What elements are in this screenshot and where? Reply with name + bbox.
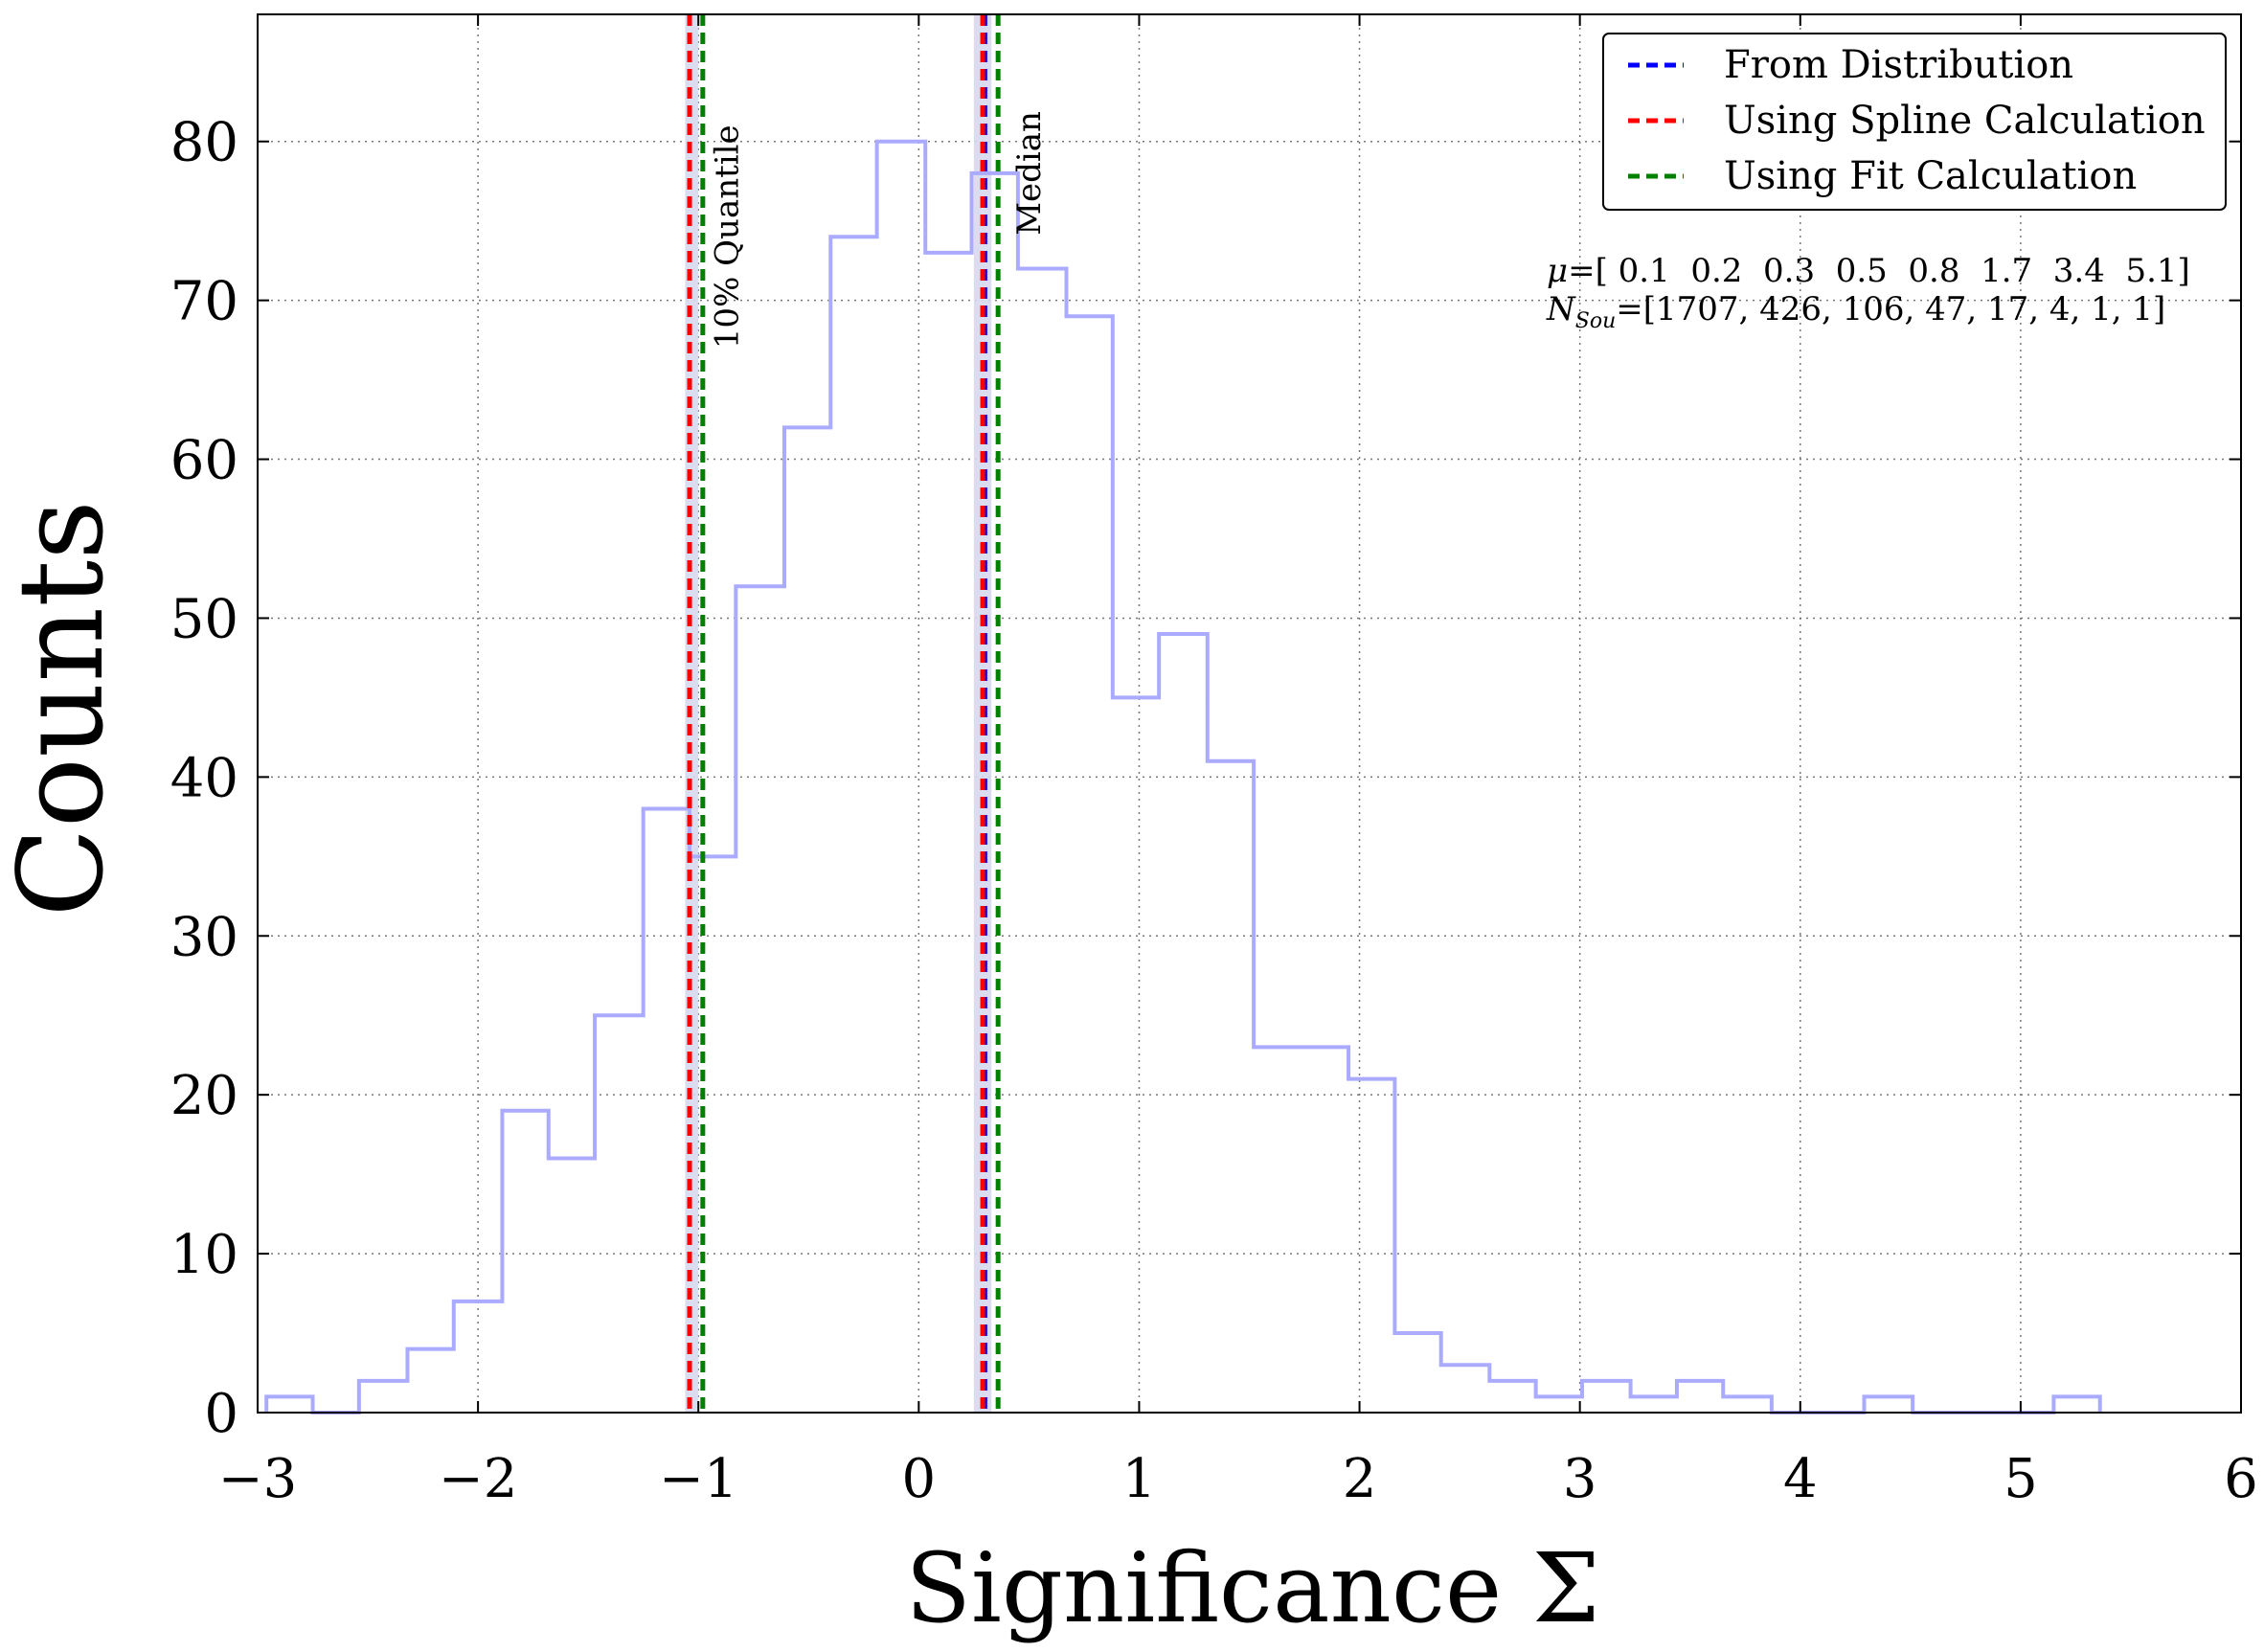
x-tick-label: 2 [1343,1448,1377,1510]
parameter-info: μ=[ 0.1 0.2 0.3 0.5 0.8 1.7 3.4 5.1] NSo… [1546,252,2190,333]
mu-values: =[ 0.1 0.2 0.3 0.5 0.8 1.7 3.4 5.1] [1568,252,2190,290]
x-tick-label: 0 [902,1448,937,1510]
x-tick-label: −2 [439,1448,518,1510]
x-tick-label: 1 [1122,1448,1157,1510]
y-tick-label: 80 [170,112,238,174]
y-tick-label: 40 [170,747,238,809]
mu-line: μ=[ 0.1 0.2 0.3 0.5 0.8 1.7 3.4 5.1] [1547,252,2190,290]
x-tick-label: −1 [659,1448,738,1510]
nsou-values: =[1707, 426, 106, 47, 17, 4, 1, 1] [1616,290,2165,328]
x-axis-ticks: −3 −2 −1 0 1 2 3 4 5 6 [218,14,2258,1510]
y-axis-ticks: 0 10 20 30 40 50 60 70 80 [170,112,2241,1445]
x-tick-label: 6 [2224,1448,2258,1510]
nsou-symbol: N [1546,290,1576,328]
nsou-subscript: Sou [1575,309,1617,333]
x-tick-label: 4 [1783,1448,1818,1510]
nsou-line: NSou=[1707, 426, 106, 47, 17, 4, 1, 1] [1546,290,2165,333]
legend-box [1602,33,2227,211]
y-tick-label: 60 [170,430,238,492]
line-annotation: 10% Quantile [709,124,747,349]
y-tick-label: 50 [170,588,238,650]
y-tick-label: 10 [170,1224,238,1286]
y-axis-label: Counts [0,500,129,917]
x-tick-label: 3 [1563,1448,1597,1510]
mu-symbol: μ [1547,252,1568,290]
x-tick-label: −3 [218,1448,298,1510]
legend-label: From Distribution [1724,43,2073,87]
histogram-step-line [264,139,2102,1414]
plot-frame [257,13,2242,1414]
legend-label: Using Spline Calculation [1724,99,2206,143]
x-axis-label: Significance Σ [905,1532,1599,1644]
histogram-series [264,139,2102,1414]
x-tick-label: 5 [2004,1448,2038,1510]
y-tick-label: 70 [170,271,238,333]
y-tick-label: 0 [204,1383,238,1445]
line-annotations: 10% Quantile Median [709,111,1049,349]
reference-lines [687,14,1001,1413]
y-tick-label: 30 [170,906,238,968]
line-annotation: Median [1010,111,1049,236]
legend-label: Using Fit Calculation [1724,154,2137,198]
legend: From Distribution Using Spline Calculatio… [1602,33,2227,211]
y-tick-label: 20 [170,1065,238,1127]
